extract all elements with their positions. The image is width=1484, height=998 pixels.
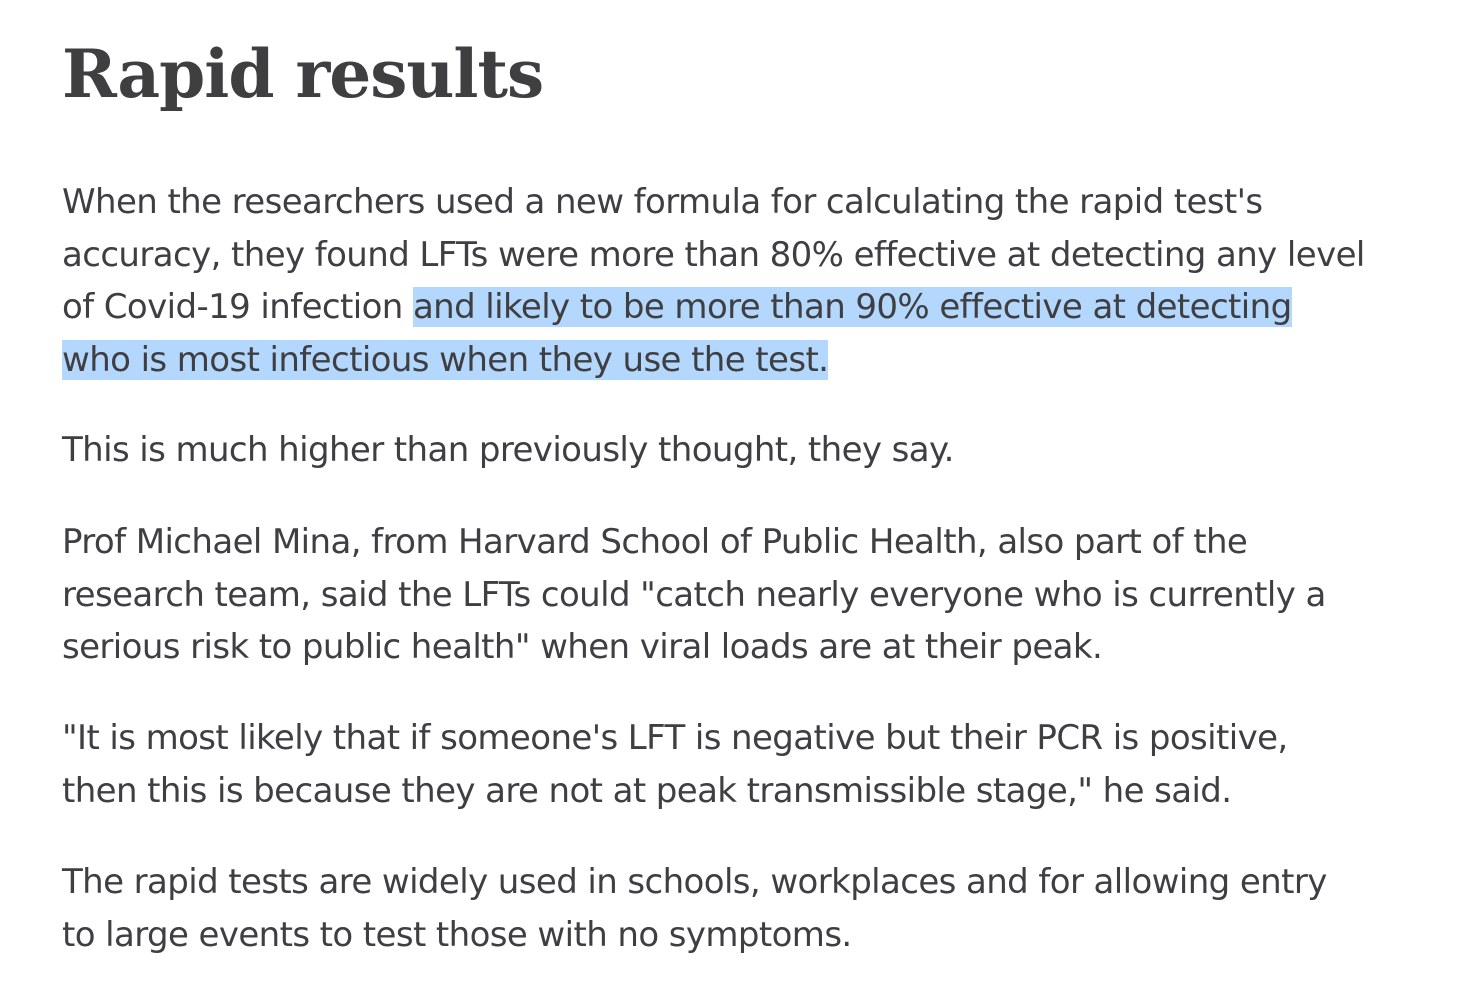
paragraph-line: "It is most likely that if someone's LFT… <box>62 718 1288 758</box>
paragraph-mina[interactable]: Prof Michael Mina, from Harvard School o… <box>62 516 1326 674</box>
paragraph-line: serious risk to public health" when vira… <box>62 627 1103 667</box>
paragraph-line: This is much higher than previously thou… <box>62 430 954 470</box>
section-heading: Rapid results <box>62 35 544 113</box>
paragraph-line: When the researchers used a new formula … <box>62 182 1263 222</box>
paragraph-line: who is most infectious when they use the… <box>62 334 1365 387</box>
selected-text[interactable]: who is most infectious when they use the… <box>62 339 829 380</box>
paragraph-text: of Covid-19 infection <box>62 287 413 327</box>
paragraph-quote[interactable]: "It is most likely that if someone's LFT… <box>62 712 1288 817</box>
paragraph-higher[interactable]: This is much higher than previously thou… <box>62 424 954 477</box>
paragraph-line: The rapid tests are widely used in schoo… <box>62 862 1327 902</box>
paragraph-line: accuracy, they found LFTs were more than… <box>62 234 1365 275</box>
paragraph-line: Prof Michael Mina, from Harvard School o… <box>62 522 1248 562</box>
selected-text[interactable]: and likely to be more than 90% effective… <box>412 287 1292 327</box>
paragraph-line: to large events to test those with no sy… <box>62 914 852 955</box>
article-body: Rapid results When the researchers used … <box>62 0 1462 955</box>
paragraph-line: research team, said the LFTs could "catc… <box>62 574 1326 615</box>
paragraph-line: then this is because they are not at pea… <box>62 770 1232 811</box>
paragraph-usage[interactable]: The rapid tests are widely used in schoo… <box>62 856 1327 961</box>
paragraph-line: of Covid-19 infection and likely to be m… <box>62 281 1365 334</box>
paragraph-accuracy[interactable]: When the researchers used a new formula … <box>62 176 1365 386</box>
